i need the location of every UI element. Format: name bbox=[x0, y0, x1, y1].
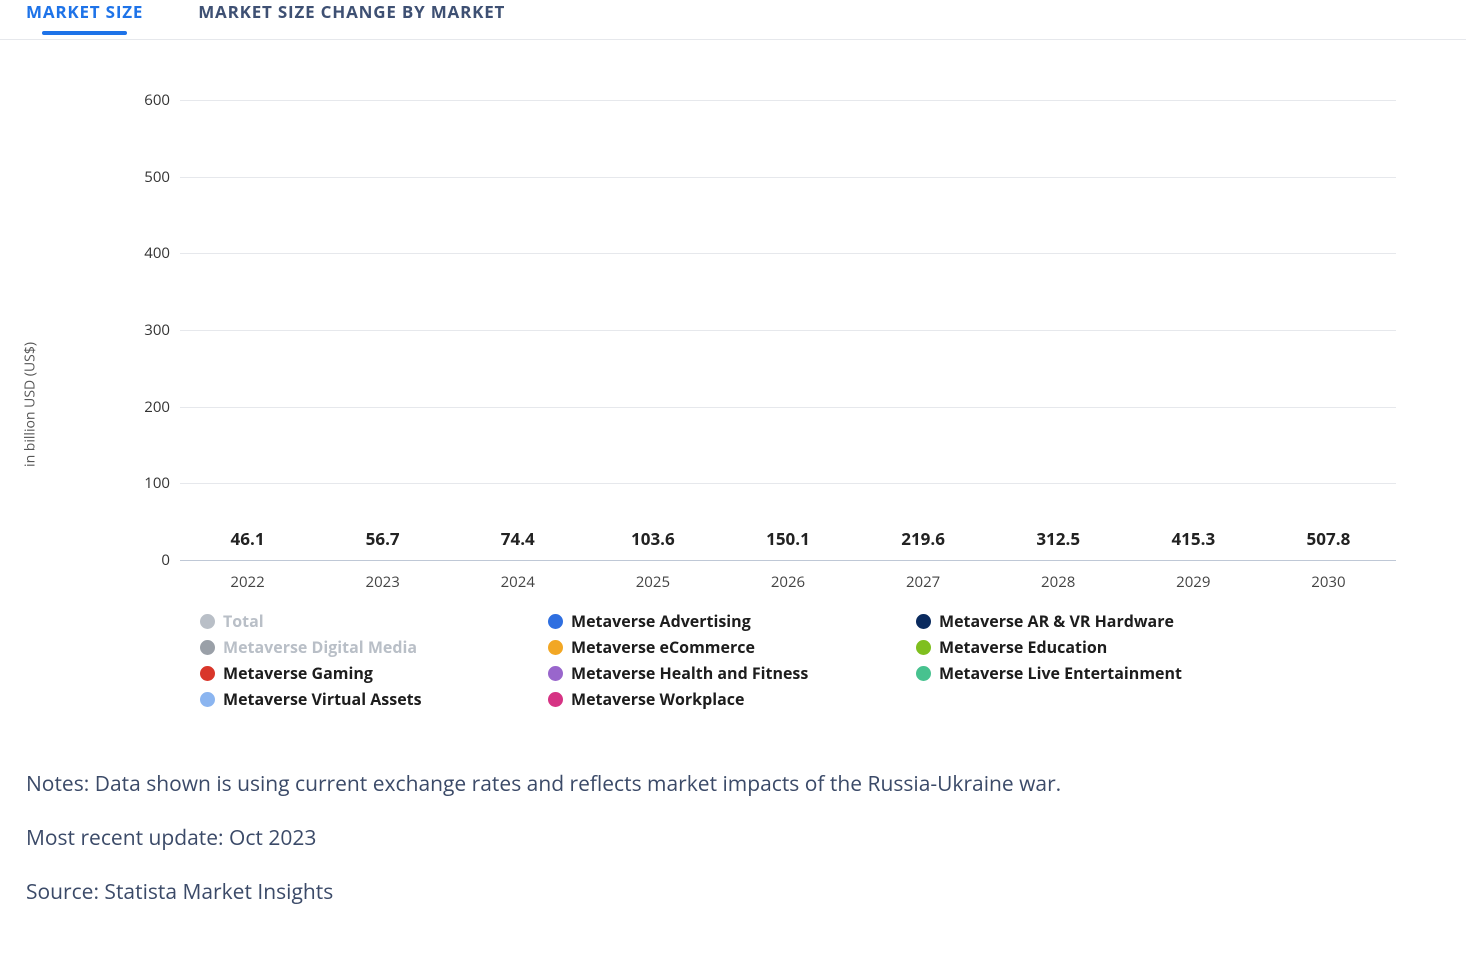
y-tick-label: 400 bbox=[120, 243, 170, 263]
legend-item-education[interactable]: Metaverse Education bbox=[916, 636, 1276, 658]
legend-swatch-icon bbox=[200, 666, 215, 681]
tab-market-size-change[interactable]: MARKET SIZE CHANGE BY MARKET bbox=[198, 0, 505, 37]
legend-label: Metaverse Advertising bbox=[571, 610, 751, 632]
legend-label: Metaverse Live Entertainment bbox=[939, 662, 1182, 684]
legend-label: Metaverse AR & VR Hardware bbox=[939, 610, 1174, 632]
legend-swatch-icon bbox=[548, 640, 563, 655]
plot-area: 010020030040050060046.1202256.7202374.42… bbox=[180, 100, 1396, 560]
tab-market-size[interactable]: MARKET SIZE bbox=[26, 0, 143, 37]
chart-notes: Notes: Data shown is using current excha… bbox=[26, 770, 1440, 906]
y-tick-label: 600 bbox=[120, 90, 170, 110]
legend-swatch-icon bbox=[916, 614, 931, 629]
notes-line-3: Source: Statista Market Insights bbox=[26, 878, 1440, 906]
legend-item-live_entertainment[interactable]: Metaverse Live Entertainment bbox=[916, 662, 1276, 684]
x-tick-label: 2028 bbox=[1041, 572, 1075, 592]
notes-line-2: Most recent update: Oct 2023 bbox=[26, 824, 1440, 852]
legend-label: Metaverse Virtual Assets bbox=[223, 688, 422, 710]
legend-swatch-icon bbox=[200, 692, 215, 707]
bar-total-label: 56.7 bbox=[366, 527, 400, 550]
x-tick-label: 2026 bbox=[771, 572, 805, 592]
bar-total-label: 415.3 bbox=[1171, 527, 1215, 550]
y-tick-label: 500 bbox=[120, 167, 170, 187]
y-tick-label: 200 bbox=[120, 397, 170, 417]
legend-item-digital_media[interactable]: Metaverse Digital Media bbox=[200, 636, 540, 658]
y-axis-label: in billion USD (US$) bbox=[21, 342, 40, 467]
bar-total-label: 312.5 bbox=[1036, 527, 1080, 550]
legend-swatch-icon bbox=[200, 614, 215, 629]
x-tick-label: 2030 bbox=[1311, 572, 1345, 592]
x-tick-label: 2024 bbox=[501, 572, 535, 592]
x-tick-label: 2023 bbox=[366, 572, 400, 592]
bar-total-label: 46.1 bbox=[231, 527, 265, 550]
x-tick-label: 2029 bbox=[1176, 572, 1210, 592]
bars-container: 46.1202256.7202374.42024103.62025150.120… bbox=[180, 100, 1396, 560]
legend-item-virtual_assets[interactable]: Metaverse Virtual Assets bbox=[200, 688, 540, 710]
legend-swatch-icon bbox=[200, 640, 215, 655]
legend: Total Metaverse Advertising Metaverse AR &… bbox=[200, 610, 1396, 710]
legend-item-workplace[interactable]: Metaverse Workplace bbox=[548, 688, 908, 710]
legend-swatch-icon bbox=[548, 614, 563, 629]
x-tick-label: 2022 bbox=[230, 572, 264, 592]
legend-swatch-icon bbox=[916, 666, 931, 681]
x-tick-label: 2025 bbox=[636, 572, 670, 592]
bar-total-label: 219.6 bbox=[901, 527, 945, 550]
y-tick-label: 100 bbox=[120, 473, 170, 493]
x-tick-label: 2027 bbox=[906, 572, 940, 592]
legend-swatch-icon bbox=[548, 692, 563, 707]
legend-label: Metaverse eCommerce bbox=[571, 636, 755, 658]
bar-total-label: 103.6 bbox=[631, 527, 675, 550]
chart-container: in billion USD (US$) 0100200300400500600… bbox=[40, 80, 1426, 710]
legend-label: Metaverse Workplace bbox=[571, 688, 744, 710]
legend-item-health_fitness[interactable]: Metaverse Health and Fitness bbox=[548, 662, 908, 684]
notes-line-1: Notes: Data shown is using current excha… bbox=[26, 770, 1440, 798]
legend-swatch-icon bbox=[916, 640, 931, 655]
legend-label: Metaverse Education bbox=[939, 636, 1107, 658]
bar-total-label: 150.1 bbox=[766, 527, 810, 550]
legend-label: Total bbox=[223, 610, 264, 632]
y-tick-label: 0 bbox=[120, 550, 170, 570]
bar-total-label: 74.4 bbox=[501, 527, 535, 550]
legend-item-total[interactable]: Total bbox=[200, 610, 540, 632]
bar-total-label: 507.8 bbox=[1307, 527, 1351, 550]
legend-item-ecommerce[interactable]: Metaverse eCommerce bbox=[548, 636, 908, 658]
legend-label: Metaverse Health and Fitness bbox=[571, 662, 808, 684]
legend-label: Metaverse Digital Media bbox=[223, 636, 417, 658]
legend-item-gaming[interactable]: Metaverse Gaming bbox=[200, 662, 540, 684]
grid-line bbox=[180, 560, 1396, 561]
legend-swatch-icon bbox=[548, 666, 563, 681]
tabs-bar: MARKET SIZE MARKET SIZE CHANGE BY MARKET bbox=[0, 0, 1466, 40]
legend-item-advertising[interactable]: Metaverse Advertising bbox=[548, 610, 908, 632]
legend-item-ar_vr_hardware[interactable]: Metaverse AR & VR Hardware bbox=[916, 610, 1276, 632]
legend-label: Metaverse Gaming bbox=[223, 662, 373, 684]
y-tick-label: 300 bbox=[120, 320, 170, 340]
